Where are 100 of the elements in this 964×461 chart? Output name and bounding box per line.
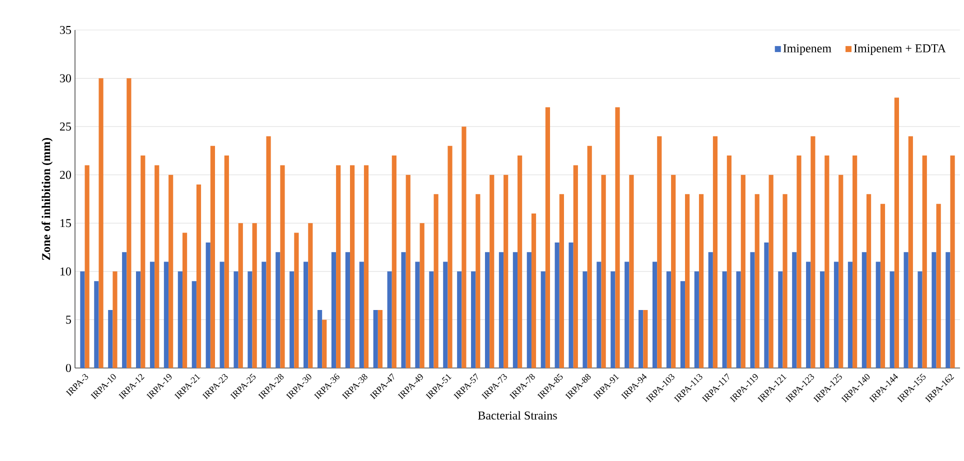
bar <box>950 156 955 368</box>
x-axis-title: Bacterial Strains <box>478 411 557 420</box>
bar <box>587 146 592 368</box>
bar <box>834 262 839 368</box>
bar <box>457 271 462 368</box>
bar <box>573 165 578 368</box>
bar <box>778 271 783 368</box>
bar <box>852 156 858 368</box>
y-tick-label: 35 <box>60 26 72 34</box>
bar <box>540 271 546 368</box>
bar <box>294 232 299 368</box>
bar <box>150 262 155 368</box>
bar <box>220 262 224 368</box>
bar <box>443 262 448 368</box>
bar <box>624 262 630 368</box>
bar <box>904 252 908 368</box>
bar <box>824 156 830 368</box>
bar <box>108 310 113 368</box>
bar <box>498 252 504 368</box>
bar <box>224 156 229 368</box>
bar <box>526 252 532 368</box>
bar <box>792 252 797 368</box>
bar <box>420 223 424 368</box>
bar <box>736 271 741 368</box>
bar <box>740 174 746 368</box>
bar <box>490 174 494 368</box>
bar <box>359 262 364 368</box>
bar <box>178 271 182 368</box>
bar <box>252 223 257 368</box>
bar <box>894 98 900 368</box>
bar <box>196 184 202 368</box>
y-tick-label: 5 <box>66 316 72 324</box>
bar <box>922 156 927 368</box>
bar <box>415 262 420 368</box>
bar <box>796 156 802 368</box>
bar <box>918 271 922 368</box>
bar <box>671 174 676 368</box>
bar <box>317 310 322 368</box>
legend-label: Imipenem <box>783 44 832 55</box>
bar <box>462 126 466 368</box>
bar <box>378 310 383 368</box>
bar <box>140 156 146 368</box>
bar <box>531 213 536 368</box>
bar <box>238 223 243 368</box>
bar <box>512 252 518 368</box>
bar <box>685 194 690 368</box>
bar <box>754 194 760 368</box>
bar <box>680 281 686 368</box>
bar <box>750 252 755 368</box>
bar <box>638 310 644 368</box>
bar <box>80 271 85 368</box>
bar <box>373 310 378 368</box>
bar <box>276 252 280 368</box>
bar <box>504 174 508 368</box>
bar <box>946 252 950 368</box>
bar <box>866 194 872 368</box>
bar <box>304 262 308 368</box>
bar <box>582 271 588 368</box>
bar <box>136 271 141 368</box>
bar <box>154 165 160 368</box>
bar <box>262 262 266 368</box>
bar <box>84 165 90 368</box>
bar <box>880 204 886 368</box>
bar <box>820 271 825 368</box>
bar <box>666 271 672 368</box>
bar <box>387 271 392 368</box>
legend-label: Imipenem + EDTA <box>854 44 946 55</box>
bar <box>936 204 941 368</box>
bar <box>694 271 699 368</box>
bar <box>764 242 769 368</box>
bar <box>806 262 811 368</box>
bar <box>890 271 894 368</box>
bar <box>364 165 369 368</box>
bar <box>768 174 774 368</box>
bar <box>698 194 704 368</box>
y-tick-label: 30 <box>60 74 72 82</box>
y-tick-label: 25 <box>60 122 72 131</box>
bar <box>392 156 396 368</box>
bar <box>182 232 188 368</box>
bar <box>266 136 271 368</box>
bar <box>248 271 252 368</box>
bar <box>434 194 438 368</box>
bar <box>98 78 104 368</box>
y-tick-label: 15 <box>60 219 72 228</box>
bar <box>810 136 816 368</box>
bar <box>652 262 658 368</box>
bar <box>448 146 452 368</box>
bar <box>848 262 853 368</box>
bar <box>726 156 732 368</box>
bar <box>908 136 913 368</box>
bar <box>722 271 727 368</box>
bar <box>554 242 560 368</box>
bar <box>559 194 564 368</box>
bar <box>322 320 327 368</box>
bar <box>932 252 936 368</box>
bar <box>712 136 718 368</box>
bar <box>210 146 216 368</box>
bar <box>94 281 99 368</box>
bar <box>192 281 196 368</box>
bar <box>401 252 406 368</box>
